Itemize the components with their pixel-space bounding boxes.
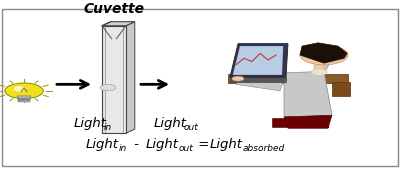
Polygon shape: [17, 96, 31, 99]
Polygon shape: [102, 26, 126, 133]
Circle shape: [319, 51, 333, 56]
Polygon shape: [102, 22, 135, 26]
Text: Light: Light: [86, 138, 119, 151]
FancyBboxPatch shape: [18, 99, 30, 101]
Circle shape: [14, 87, 24, 91]
Text: out: out: [179, 144, 194, 153]
Circle shape: [5, 83, 43, 99]
FancyBboxPatch shape: [18, 100, 30, 102]
FancyBboxPatch shape: [320, 97, 328, 127]
Text: Light: Light: [210, 138, 243, 151]
Polygon shape: [126, 22, 135, 133]
Polygon shape: [230, 44, 288, 77]
Text: absorbed: absorbed: [242, 144, 285, 153]
Text: Light: Light: [74, 117, 107, 130]
FancyBboxPatch shape: [228, 74, 348, 83]
Polygon shape: [284, 71, 332, 117]
Polygon shape: [300, 43, 347, 63]
Text: in: in: [119, 144, 127, 153]
Polygon shape: [284, 115, 332, 128]
FancyBboxPatch shape: [2, 9, 398, 166]
Circle shape: [311, 69, 327, 75]
Text: in: in: [104, 123, 112, 132]
FancyBboxPatch shape: [230, 77, 286, 82]
FancyBboxPatch shape: [314, 62, 324, 73]
Text: Cuvette: Cuvette: [84, 2, 144, 16]
Circle shape: [232, 76, 244, 81]
Text: -: -: [130, 138, 143, 151]
FancyBboxPatch shape: [332, 82, 350, 96]
Polygon shape: [314, 55, 332, 75]
Circle shape: [300, 45, 348, 65]
Polygon shape: [236, 78, 284, 91]
FancyBboxPatch shape: [18, 98, 30, 100]
FancyBboxPatch shape: [272, 118, 328, 127]
Text: Light: Light: [146, 138, 179, 151]
Polygon shape: [233, 46, 283, 75]
Text: out: out: [184, 123, 199, 132]
Text: =: =: [194, 138, 213, 151]
Circle shape: [100, 84, 116, 91]
Text: Light: Light: [154, 117, 187, 130]
